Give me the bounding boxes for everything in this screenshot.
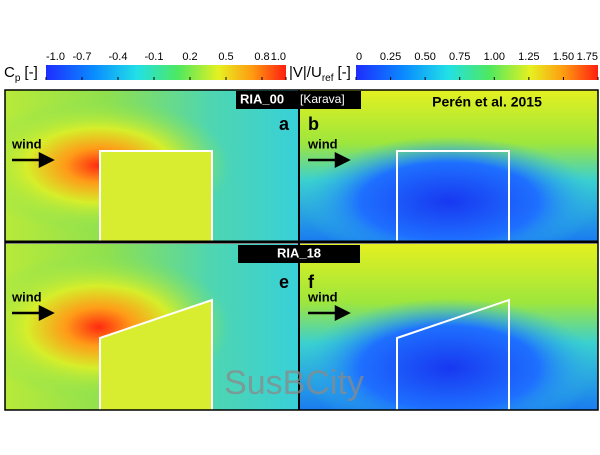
colorbar-tick-label: 1.50 bbox=[553, 51, 574, 63]
wind-arrows bbox=[12, 151, 351, 322]
colorbar-tick-label: 1.25 bbox=[518, 51, 539, 63]
colorbar-tick-label: 1.0 bbox=[271, 51, 286, 63]
panel-letter: f bbox=[308, 272, 315, 292]
frame bbox=[4, 89, 599, 411]
building-outline bbox=[396, 150, 510, 241]
building-outline bbox=[99, 298, 213, 410]
colorbar-label-sub: p bbox=[15, 73, 21, 84]
colorbar-label-main: |V|/U bbox=[289, 64, 322, 81]
colorbar bbox=[356, 65, 598, 80]
colorbar-tick-label: 0.75 bbox=[449, 51, 470, 63]
contour-velocity-low bbox=[300, 270, 598, 410]
wind-label: wind bbox=[11, 136, 42, 151]
colorbar-tick-label: -0.4 bbox=[109, 51, 128, 63]
watermark: SusBCity bbox=[224, 364, 364, 402]
colorbar-tick-label: 0.50 bbox=[414, 51, 435, 63]
colorbar-tick-label: 0 bbox=[356, 51, 362, 63]
colorbar-tick-label: -0.1 bbox=[145, 51, 164, 63]
row-title: RIA_18 bbox=[277, 245, 321, 260]
panel-letter: b bbox=[308, 114, 319, 134]
colorbar-label-unit: [-] bbox=[337, 64, 350, 81]
colorbar-label: |V|/Uref [-] bbox=[289, 64, 351, 84]
colorbar-label: Cp [-] bbox=[4, 64, 38, 84]
colorbar-label-sub: ref bbox=[322, 73, 334, 84]
colorbar bbox=[46, 65, 286, 80]
reference: Perén et al. 2015 bbox=[432, 94, 542, 110]
panel-letter: a bbox=[279, 114, 290, 134]
colorbar-tick-label: -0.7 bbox=[73, 51, 92, 63]
colorbar-tick-label: 1.75 bbox=[577, 51, 598, 63]
building bbox=[100, 151, 212, 241]
wind-label: wind bbox=[307, 136, 338, 151]
title-box bbox=[238, 245, 360, 263]
colorbar-tick-label: 1.00 bbox=[484, 51, 505, 63]
wind-label: wind bbox=[11, 289, 42, 304]
row-title-note: [Karava] bbox=[300, 92, 345, 106]
colorbar-tick-label: 0.25 bbox=[380, 51, 401, 63]
contour-velocity-low bbox=[300, 110, 598, 241]
building-outline bbox=[396, 298, 510, 410]
wind-label: wind bbox=[307, 289, 338, 304]
colorbar-label-main: C bbox=[4, 64, 15, 81]
row-title: RIA_00 bbox=[240, 91, 284, 106]
building bbox=[100, 300, 212, 410]
colorbar-tick-label: -1.0 bbox=[46, 51, 65, 63]
colorbar-tick-label: 0.2 bbox=[182, 51, 197, 63]
panel-letter: e bbox=[279, 272, 289, 292]
building-outline bbox=[99, 150, 213, 241]
colorbar-tick-label: 0.8 bbox=[254, 51, 269, 63]
colorbar-label-unit: [-] bbox=[24, 64, 37, 81]
colorbar-tick-label: 0.5 bbox=[218, 51, 233, 63]
title-box bbox=[236, 91, 361, 109]
